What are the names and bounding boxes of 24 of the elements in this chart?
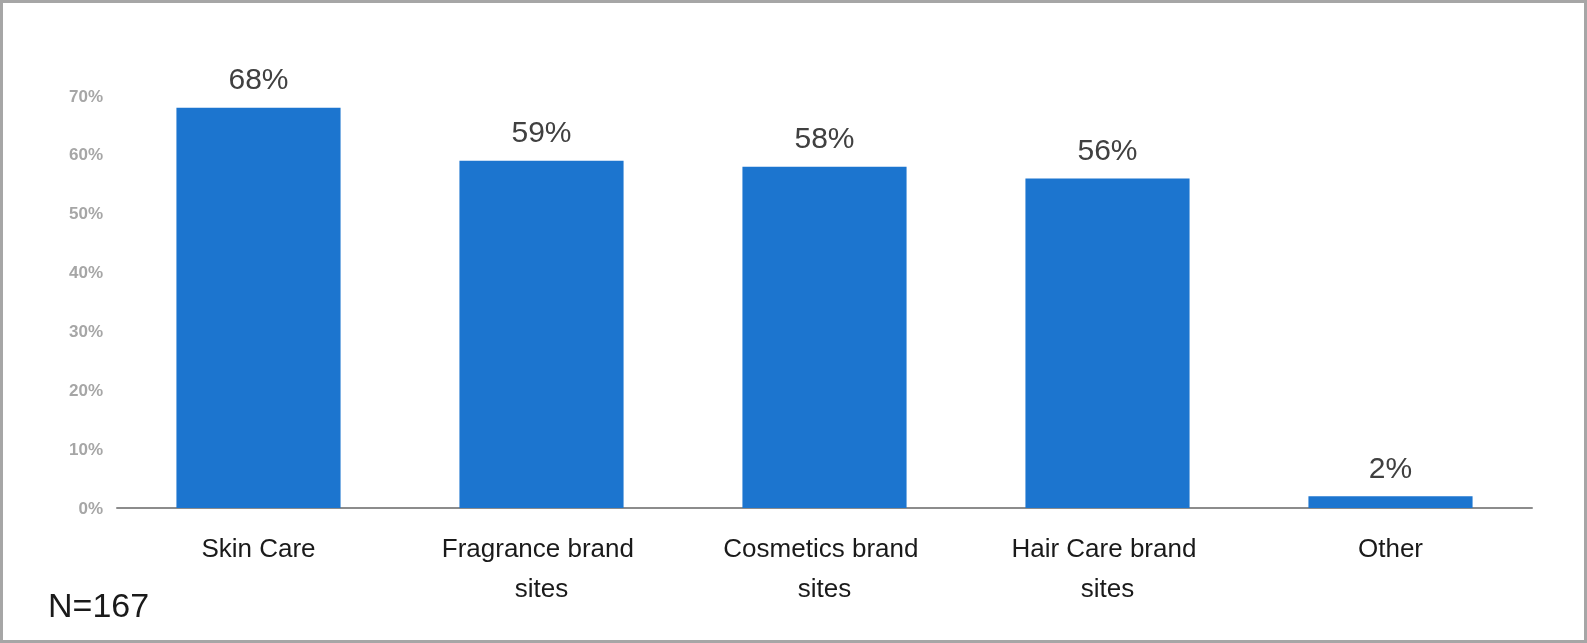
y-tick-label: 60% bbox=[68, 145, 103, 165]
y-tick-label: 50% bbox=[68, 204, 103, 224]
y-tick-label: 10% bbox=[68, 439, 103, 459]
bar bbox=[1308, 496, 1473, 508]
data-label: 56% bbox=[1077, 132, 1138, 166]
y-tick-label: 20% bbox=[68, 380, 103, 400]
y-tick-label: 40% bbox=[68, 263, 103, 283]
data-label: 68% bbox=[228, 62, 289, 96]
bar bbox=[459, 160, 624, 508]
x-tick-label: Other bbox=[1357, 533, 1424, 563]
x-tick-label: Skin Care bbox=[201, 533, 316, 563]
x-tick-label: Cosmetics brand sites bbox=[723, 533, 926, 603]
y-tick-label: 30% bbox=[68, 321, 103, 341]
y-tick-label: 0% bbox=[78, 498, 103, 518]
data-label: 59% bbox=[511, 115, 572, 149]
y-tick-label: 70% bbox=[68, 86, 103, 106]
data-label: 2% bbox=[1368, 450, 1413, 484]
bar bbox=[1025, 178, 1190, 508]
x-tick-label: Hair Care brand sites bbox=[1011, 533, 1204, 603]
x-tick-label: Fragrance brand sites bbox=[441, 533, 642, 603]
text: N=167 bbox=[48, 586, 150, 624]
bar bbox=[176, 107, 341, 508]
bar bbox=[742, 166, 907, 508]
data-label: 58% bbox=[794, 121, 855, 155]
